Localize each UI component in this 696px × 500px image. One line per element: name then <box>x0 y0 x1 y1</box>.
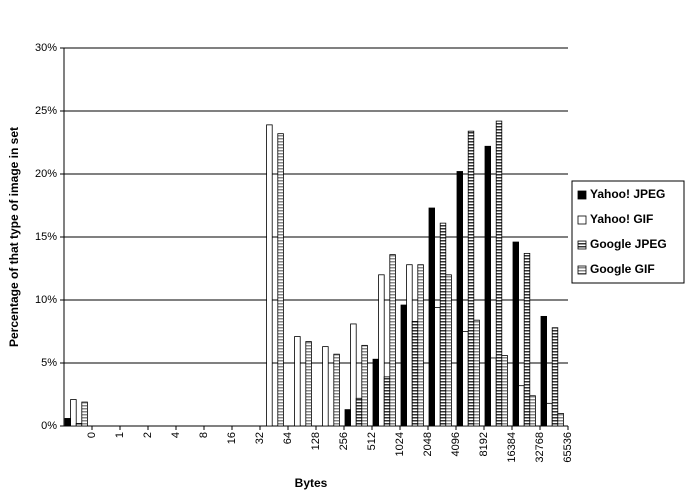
x-tick-label: 256 <box>338 432 350 450</box>
bar <box>344 409 351 427</box>
bar <box>512 241 519 427</box>
bar <box>294 336 301 427</box>
bar <box>501 355 508 427</box>
x-tick-label: 65536 <box>562 432 574 463</box>
y-tick-label: 30% <box>35 42 57 54</box>
bar <box>361 344 368 427</box>
y-tick-label: 5% <box>41 357 57 369</box>
legend-label: Google GIF <box>590 262 655 276</box>
y-tick-label: 20% <box>35 168 57 180</box>
bar <box>557 412 564 427</box>
x-tick-label: 16384 <box>506 432 518 463</box>
x-axis-title: Bytes <box>295 476 328 490</box>
x-tick-label: 0 <box>86 432 98 438</box>
legend-swatch <box>577 240 587 250</box>
bar <box>495 120 503 427</box>
bar <box>417 264 424 427</box>
x-tick-label: 1 <box>114 432 126 438</box>
legend: Yahoo! JPEG Yahoo! GIF Google JPEG Google G… <box>571 180 685 284</box>
legend-swatch <box>577 190 587 200</box>
bar <box>411 321 419 427</box>
bar <box>473 319 480 427</box>
bar <box>322 346 329 427</box>
legend-swatch <box>577 265 587 275</box>
bar <box>305 341 312 427</box>
bar <box>277 133 284 427</box>
bar <box>546 402 553 427</box>
legend-label: Yahoo! JPEG <box>590 187 665 201</box>
legend-label: Google JPEG <box>590 237 667 251</box>
bar <box>266 124 273 427</box>
bar <box>383 376 391 427</box>
x-tick-label: 8192 <box>478 432 490 456</box>
y-tick-label: 10% <box>35 294 57 306</box>
y-tick-label: 0% <box>41 420 57 432</box>
x-tick-label: 4 <box>170 432 182 438</box>
x-tick-label: 8 <box>198 432 210 438</box>
x-tick-label: 32768 <box>534 432 546 463</box>
bar <box>529 395 536 427</box>
x-tick-label: 1024 <box>394 432 406 456</box>
bar <box>439 222 447 427</box>
bar <box>484 145 491 427</box>
bar <box>389 254 396 427</box>
bar <box>456 171 463 427</box>
bar <box>350 323 357 427</box>
bar <box>355 397 363 427</box>
x-tick-label: 2048 <box>422 432 434 456</box>
bar <box>462 331 469 427</box>
y-axis-title: Percentage of that type of image in set <box>7 127 21 347</box>
y-tick-label: 15% <box>35 231 57 243</box>
x-tick-label: 64 <box>282 432 294 444</box>
bar <box>406 264 413 427</box>
bar <box>523 252 531 427</box>
x-tick-label: 16 <box>226 432 238 444</box>
x-tick-label: 4096 <box>450 432 462 456</box>
bar <box>518 385 525 427</box>
bar <box>378 274 385 427</box>
bar <box>372 358 379 427</box>
bar <box>70 399 77 427</box>
x-tick-label: 32 <box>254 432 266 444</box>
bar <box>434 307 441 427</box>
bar <box>333 353 340 427</box>
bar <box>551 327 559 427</box>
legend-box <box>571 180 685 284</box>
bar <box>81 401 88 427</box>
legend-swatch <box>577 215 587 225</box>
legend-label: Yahoo! GIF <box>590 212 653 226</box>
x-tick-label: 128 <box>310 432 322 450</box>
x-tick-label: 512 <box>366 432 378 450</box>
bar <box>428 207 435 427</box>
bar <box>540 315 547 427</box>
bar <box>75 423 83 427</box>
x-tick-label: 2 <box>142 432 154 438</box>
bar <box>467 130 475 427</box>
bar <box>445 274 452 427</box>
y-tick-label: 25% <box>35 105 57 117</box>
bar <box>490 357 497 427</box>
bar <box>400 304 407 427</box>
bar <box>64 418 71 427</box>
